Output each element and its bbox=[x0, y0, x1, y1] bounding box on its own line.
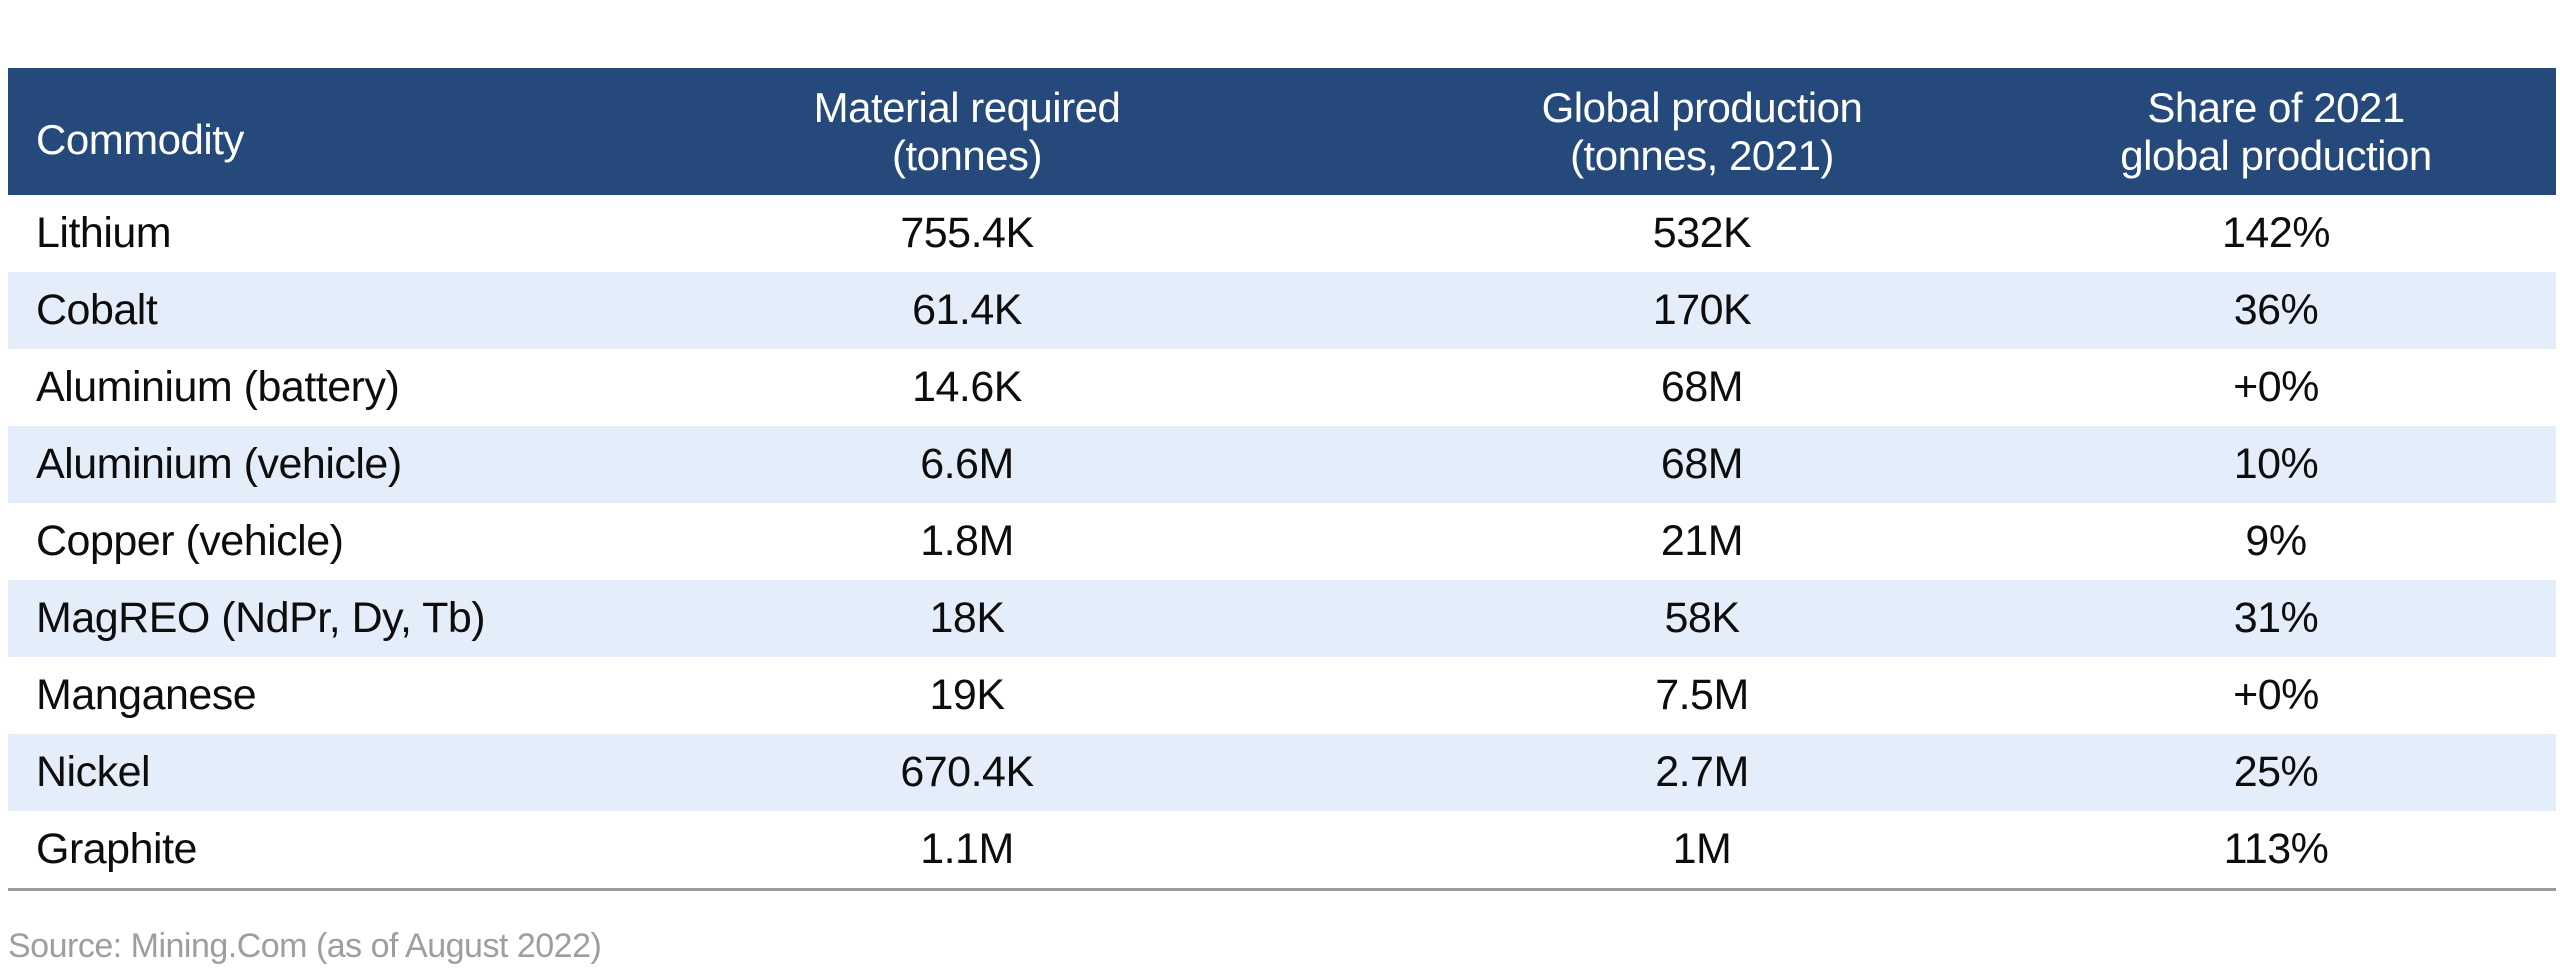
column-header-material-required: Material required (tonnes) bbox=[813, 83, 1121, 179]
cell-material-required: 1.8M bbox=[920, 517, 1014, 565]
cell-share: 25% bbox=[2233, 748, 2319, 796]
cell-commodity: Copper (vehicle) bbox=[36, 517, 344, 565]
table-row-aluminium-vehicle: Aluminium (vehicle) 6.6M 68M 10% bbox=[8, 426, 2556, 503]
source-note: Source: Mining.Com (as of August 2022) bbox=[8, 927, 602, 965]
table-row-magreo: MagREO (NdPr, Dy, Tb) 18K 58K 31% bbox=[8, 580, 2556, 657]
table-row-nickel: Nickel 670.4K 2.7M 25% bbox=[8, 734, 2556, 811]
cell-share: 113% bbox=[2223, 825, 2329, 873]
table-row-aluminium-battery: Aluminium (battery) 14.6K 68M +0% bbox=[8, 349, 2556, 426]
cell-commodity: Cobalt bbox=[36, 286, 158, 334]
cell-share: 142% bbox=[2222, 209, 2330, 257]
commodity-production-table: Commodity Material required (tonnes) Glo… bbox=[8, 68, 2556, 891]
cell-material-required: 755.4K bbox=[900, 209, 1034, 257]
cell-commodity: Lithium bbox=[36, 209, 172, 257]
cell-material-required: 6.6M bbox=[920, 440, 1014, 488]
cell-commodity: Aluminium (battery) bbox=[36, 363, 400, 411]
cell-material-required: 1.1M bbox=[920, 825, 1014, 873]
cell-material-required: 670.4K bbox=[900, 748, 1034, 796]
table-row-cobalt: Cobalt 61.4K 170K 36% bbox=[8, 272, 2556, 349]
table-header-row: Commodity Material required (tonnes) Glo… bbox=[8, 68, 2556, 195]
cell-global-production: 7.5M bbox=[1655, 671, 1749, 719]
table-row-lithium: Lithium 755.4K 532K 142% bbox=[8, 195, 2556, 272]
cell-commodity: Aluminium (vehicle) bbox=[36, 440, 402, 488]
cell-global-production: 58K bbox=[1664, 594, 1740, 642]
cell-global-production: 68M bbox=[1660, 363, 1744, 411]
cell-global-production: 2.7M bbox=[1655, 748, 1749, 796]
cell-global-production: 21M bbox=[1660, 517, 1744, 565]
table-row-copper-vehicle: Copper (vehicle) 1.8M 21M 9% bbox=[8, 503, 2556, 580]
cell-commodity: Graphite bbox=[36, 825, 197, 873]
cell-global-production: 68M bbox=[1660, 440, 1744, 488]
cell-share: 10% bbox=[2233, 440, 2319, 488]
table-row-graphite: Graphite 1.1M 1M 113% bbox=[8, 811, 2556, 888]
cell-share: +0% bbox=[2233, 363, 2319, 411]
cell-commodity: MagREO (NdPr, Dy, Tb) bbox=[36, 594, 486, 642]
cell-commodity: Nickel bbox=[36, 748, 151, 796]
cell-material-required: 18K bbox=[929, 594, 1005, 642]
cell-material-required: 14.6K bbox=[912, 363, 1022, 411]
cell-global-production: 170K bbox=[1652, 286, 1752, 334]
cell-material-required: 19K bbox=[929, 671, 1005, 719]
cell-global-production: 532K bbox=[1652, 209, 1752, 257]
column-header-commodity: Commodity bbox=[36, 115, 244, 163]
cell-material-required: 61.4K bbox=[912, 286, 1022, 334]
cell-share: +0% bbox=[2233, 671, 2319, 719]
cell-share: 36% bbox=[2233, 286, 2319, 334]
cell-share: 9% bbox=[2245, 517, 2307, 565]
column-header-share-of-production: Share of 2021 global production bbox=[2120, 83, 2432, 179]
cell-commodity: Manganese bbox=[36, 671, 257, 719]
cell-share: 31% bbox=[2233, 594, 2319, 642]
cell-global-production: 1M bbox=[1672, 825, 1732, 873]
table-row-manganese: Manganese 19K 7.5M +0% bbox=[8, 657, 2556, 734]
column-header-global-production: Global production (tonnes, 2021) bbox=[1541, 83, 1863, 179]
